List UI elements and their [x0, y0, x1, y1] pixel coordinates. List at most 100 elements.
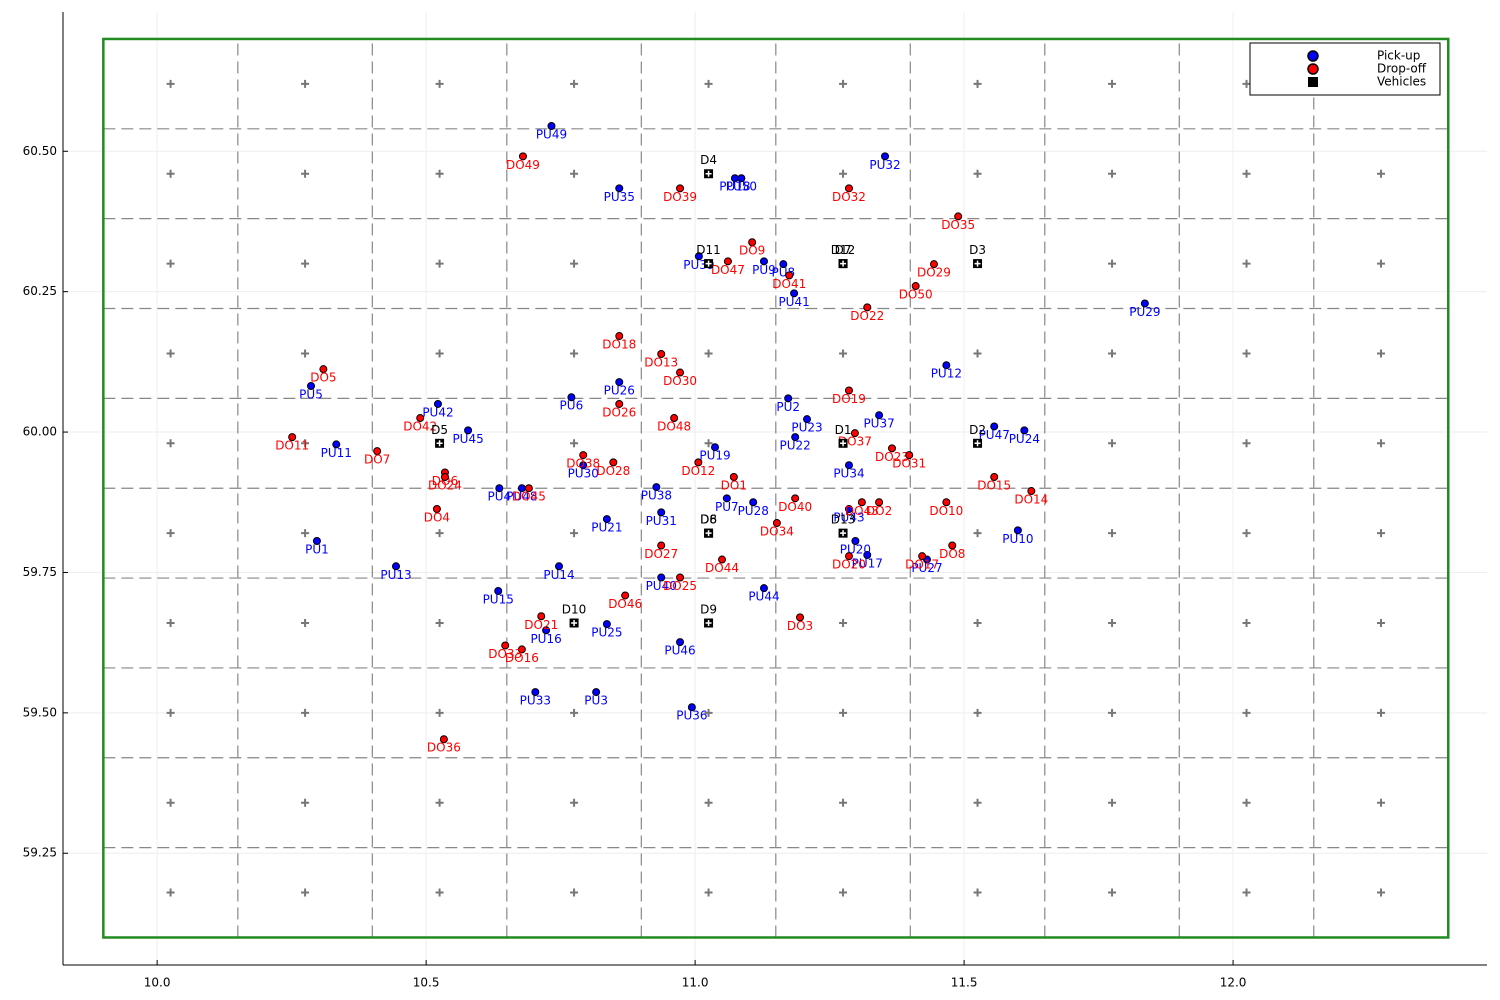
- cell-center: [1108, 888, 1117, 897]
- point: [307, 382, 316, 391]
- point-label: PU1: [305, 543, 329, 557]
- point-label: DO47: [711, 263, 745, 277]
- point-label: PU25: [591, 626, 622, 640]
- point-label: PU23: [791, 421, 822, 435]
- point-label: PU7: [715, 500, 739, 514]
- y-tick-label: 60.25: [23, 284, 57, 298]
- point-label: PU22: [780, 439, 811, 453]
- y-tick-label: 60.00: [23, 425, 57, 439]
- point-label: PU34: [833, 467, 864, 481]
- point: [942, 361, 951, 370]
- point-label: PU32: [869, 158, 900, 172]
- point-label: DO30: [663, 374, 697, 388]
- point-label: DO22: [850, 309, 884, 323]
- point-label: PU40: [646, 579, 677, 593]
- point: [542, 626, 551, 635]
- point: [694, 252, 703, 261]
- point: [602, 620, 611, 629]
- point: [791, 494, 800, 503]
- cell-center: [1242, 79, 1251, 88]
- point-label: DO9: [739, 244, 765, 258]
- point: [723, 257, 732, 266]
- point-label: PU43: [833, 510, 864, 524]
- point: [729, 472, 738, 481]
- point-label: DO31: [892, 457, 926, 471]
- point: [501, 641, 510, 650]
- cell-center: [839, 169, 848, 178]
- boundary: [102, 37, 1450, 939]
- point-label: PU12: [931, 367, 962, 381]
- point-label: PU31: [646, 514, 677, 528]
- point-label: DO34: [760, 525, 794, 539]
- cell-center: [1108, 259, 1117, 268]
- point-label: PU5: [299, 388, 323, 402]
- point-label: DO39: [663, 190, 697, 204]
- cell-center: [1108, 529, 1117, 538]
- point-label: DO23: [875, 450, 909, 464]
- cell-center: [704, 798, 713, 807]
- cell-center: [570, 798, 579, 807]
- point: [851, 537, 860, 546]
- point-label: D6: [700, 513, 717, 527]
- point: [844, 386, 853, 395]
- point-label: PU13: [380, 568, 411, 582]
- cell-center: [435, 79, 444, 88]
- point: [911, 282, 920, 291]
- point-label: PU26: [604, 384, 635, 398]
- point-label: PU17: [852, 557, 883, 571]
- cell-center: [704, 708, 713, 717]
- cell-center: [973, 529, 982, 538]
- cell-center: [839, 79, 848, 88]
- point-label: DO20: [832, 558, 866, 572]
- cell-center: [704, 79, 713, 88]
- x-tick-label: 10.0: [144, 976, 171, 990]
- point: [518, 152, 527, 161]
- point: [432, 504, 441, 513]
- point: [844, 461, 853, 470]
- point-label: DO1: [721, 478, 747, 492]
- point: [687, 703, 696, 712]
- point: [784, 394, 793, 403]
- cell-center: [301, 259, 310, 268]
- point-label: PU19: [699, 449, 730, 463]
- cell-center: [166, 349, 175, 358]
- x-tick-label: 11.5: [951, 976, 978, 990]
- cell-center: [435, 529, 444, 538]
- point: [1140, 299, 1149, 308]
- cell-center: [166, 618, 175, 627]
- cell-center: [1108, 349, 1117, 358]
- point: [416, 414, 425, 423]
- cell-center: [1242, 618, 1251, 627]
- point: [440, 472, 449, 481]
- point-label: DO44: [705, 561, 739, 575]
- cell-center: [1108, 79, 1117, 88]
- cell-center: [301, 439, 310, 448]
- point-label: PU33: [520, 694, 551, 708]
- point: [615, 378, 624, 387]
- cell-center: [570, 529, 579, 538]
- cell-center: [301, 349, 310, 358]
- point-label: DO36: [427, 741, 461, 755]
- cell-center: [166, 169, 175, 178]
- point-label: PU21: [591, 521, 622, 535]
- point-label: PU16: [530, 632, 561, 646]
- cell-center: [1377, 708, 1386, 717]
- cell-center: [973, 708, 982, 717]
- point-label: PU35: [604, 190, 635, 204]
- cell-center: [1377, 439, 1386, 448]
- cell-center: [1108, 708, 1117, 717]
- point-label: PU9: [752, 263, 776, 277]
- point: [433, 399, 442, 408]
- point-label: PU30: [568, 467, 599, 481]
- point-label: PU38: [641, 489, 672, 503]
- x-tick-label: 12.0: [1220, 976, 1247, 990]
- legend-marker: [1307, 63, 1319, 75]
- point: [652, 483, 661, 492]
- point-label: DO29: [917, 266, 951, 280]
- point: [888, 444, 897, 453]
- point: [1020, 426, 1029, 435]
- point: [319, 365, 328, 374]
- cell-center: [973, 888, 982, 897]
- point: [863, 303, 872, 312]
